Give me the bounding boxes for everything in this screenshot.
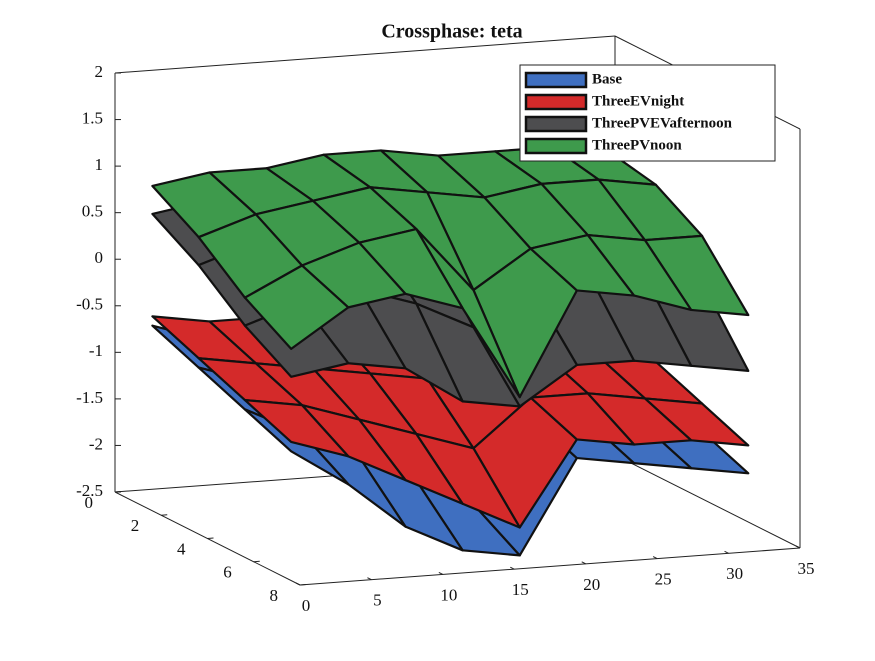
- x-tick-label: 30: [726, 564, 743, 583]
- legend: Base ThreeEVnight ThreePVEVafternoon ThreeP…: [519, 64, 776, 162]
- surface-patch: [529, 392, 636, 446]
- z-tick-label: -0.5: [76, 295, 103, 314]
- z-tick-label: -1: [89, 341, 103, 360]
- axis-line: [614, 454, 801, 549]
- axis-line: [299, 547, 801, 586]
- surface-patch: [243, 398, 350, 458]
- axis-line: [114, 35, 616, 74]
- surfaces: [151, 145, 750, 557]
- surface-patch: [529, 233, 636, 297]
- surface-patch: [243, 264, 350, 350]
- y-tick: [207, 537, 214, 539]
- y-tick: [114, 491, 122, 493]
- y-tick-label: 4: [177, 539, 186, 558]
- z-tick-label: 1: [95, 155, 104, 174]
- x-tick: [295, 582, 301, 586]
- x-tick: [652, 556, 658, 560]
- y-tick: [161, 514, 168, 516]
- x-tick: [581, 561, 586, 565]
- y-tick-label: 6: [223, 563, 232, 582]
- y-tick-label: 0: [85, 493, 94, 512]
- y-tick-label: 8: [270, 586, 279, 605]
- x-tick: [795, 545, 801, 549]
- x-tick: [724, 550, 729, 554]
- legend-label: Base: [592, 71, 622, 87]
- x-tick-label: 35: [798, 559, 815, 578]
- x-tick-label: 5: [373, 591, 382, 610]
- legend-label: ThreePVEVafternoon: [592, 115, 733, 131]
- chart-title: Crossphase: teta: [381, 21, 522, 43]
- x-tick-label: 25: [655, 569, 672, 588]
- legend-swatch: [524, 137, 588, 155]
- z-tick-label: -2.5: [76, 481, 103, 500]
- y-tick-label: 2: [131, 516, 140, 535]
- z-tick-label: 0.5: [82, 202, 103, 221]
- z-tick-label: 0: [95, 248, 104, 267]
- x-tick-label: 10: [440, 585, 457, 604]
- z-tick-label: 2: [95, 62, 104, 81]
- x-tick: [438, 571, 444, 575]
- x-tick: [510, 566, 515, 570]
- legend-label: ThreePVnoon: [592, 137, 682, 153]
- legend-swatch: [524, 115, 588, 133]
- x-tick-label: 0: [302, 596, 311, 615]
- legend-label: ThreeEVnight: [592, 93, 684, 109]
- y-tick: [253, 560, 260, 563]
- legend-swatch: [524, 93, 588, 111]
- legend-swatch: [524, 71, 588, 89]
- x-tick-label: 15: [512, 580, 529, 599]
- z-tick-label: -2: [89, 434, 103, 453]
- x-tick-label: 20: [583, 575, 600, 594]
- z-tick-label: -1.5: [76, 388, 103, 407]
- z-tick-label: 1.5: [82, 108, 103, 127]
- x-tick: [367, 577, 372, 581]
- y-tick: [299, 584, 307, 586]
